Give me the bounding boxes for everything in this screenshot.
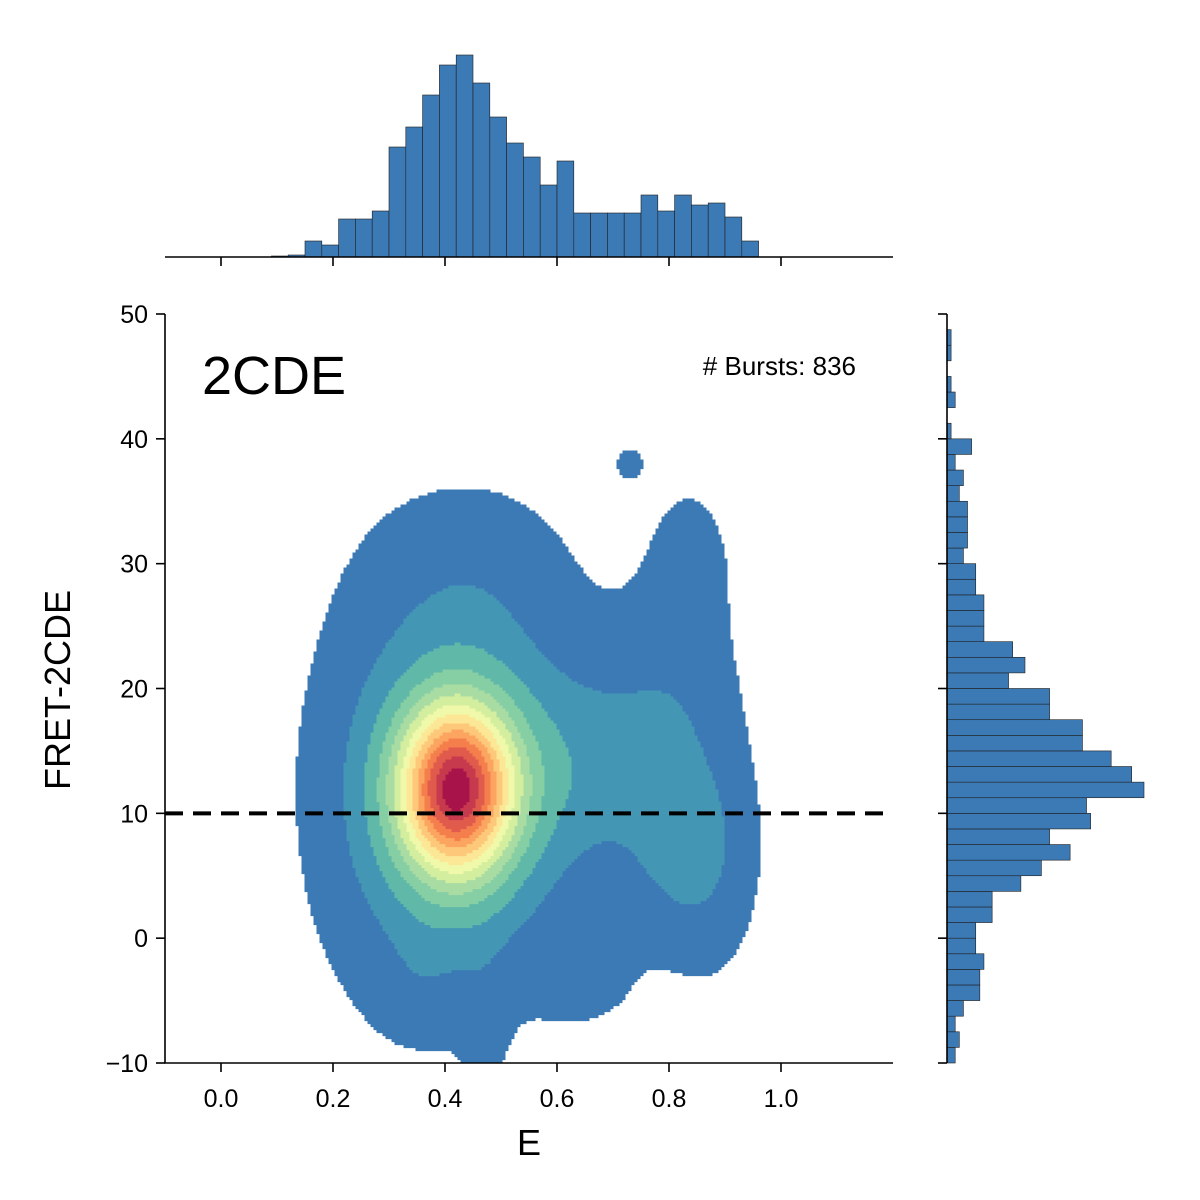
right-histogram-bar (946, 1000, 964, 1017)
right-histogram-bar (946, 641, 1013, 658)
top-histogram-bar (321, 244, 339, 258)
right-histogram-bar (946, 813, 1091, 830)
right-histogram-bar (946, 625, 985, 642)
right-histogram-bar (946, 656, 1026, 674)
right-histogram-bar (946, 766, 1132, 783)
top-histogram-ticks (220, 257, 782, 266)
right-histogram-bar (946, 969, 981, 986)
top-histogram-bar (355, 218, 373, 258)
top-histogram-bar (489, 116, 507, 258)
right-histogram-bar (946, 532, 968, 549)
right-histogram-bar (946, 719, 1083, 736)
top-histogram-bar (371, 210, 390, 258)
right-marginal-histogram (938, 313, 1145, 1064)
top-histogram-bar (573, 212, 591, 258)
right-histogram-bar (946, 797, 1087, 814)
x-tick-label: 0.6 (540, 1085, 575, 1113)
y-tick-label: −10 (106, 1050, 148, 1078)
right-histogram-bar (946, 469, 964, 486)
right-histogram-bar (946, 672, 1009, 689)
right-histogram-bar (946, 563, 977, 580)
right-histogram-bar (946, 1031, 960, 1048)
top-histogram-bar (741, 240, 759, 258)
top-histogram-bar (556, 160, 575, 258)
x-tick-label: 0.0 (204, 1085, 239, 1113)
x-tick-label: 0.2 (316, 1085, 351, 1113)
top-histogram-bar (707, 202, 726, 258)
top-histogram-bar (623, 212, 642, 258)
top-histogram-bar (338, 218, 356, 258)
right-histogram-bar (946, 844, 1071, 861)
right-histogram-bar (946, 906, 993, 923)
right-histogram-bar (946, 1047, 956, 1064)
x-tick-label: 0.8 (652, 1085, 687, 1113)
top-histogram-bar (674, 194, 692, 258)
right-histogram-bar (946, 859, 1042, 877)
main-x-axis-ticks: 0.0 0.2 0.4 0.6 0.8 1.0 (204, 1063, 799, 1113)
kde-contour-level-14 (442, 768, 470, 812)
right-histogram-bar (946, 578, 977, 596)
right-histogram-bar (946, 391, 956, 408)
right-histogram-bar (946, 547, 964, 564)
right-histogram-bar (946, 454, 956, 471)
right-histogram-bar (946, 937, 977, 955)
top-histogram-bar (405, 126, 423, 258)
right-histogram-bar (946, 875, 1022, 892)
top-histogram-bar (472, 82, 491, 258)
right-histogram-bar (946, 688, 1050, 705)
right-histogram-bar (946, 500, 968, 518)
right-histogram-bar (946, 1015, 956, 1033)
burst-count-text: # Bursts: 836 (703, 351, 856, 381)
top-histogram-bar (422, 94, 440, 258)
top-histogram-bar (539, 184, 558, 258)
right-histogram-bar (946, 703, 1050, 721)
right-histogram-ticks (938, 313, 947, 1064)
right-histogram-bar (946, 891, 993, 908)
right-histogram-bars (946, 329, 1145, 1064)
top-histogram-bar (506, 142, 524, 258)
top-histogram-bar (523, 156, 541, 258)
top-histogram-bar (657, 210, 675, 258)
right-histogram-bar (946, 438, 972, 455)
right-histogram-bar (946, 485, 960, 502)
top-histogram-bar (691, 204, 709, 258)
right-histogram-bar (946, 953, 985, 970)
top-histogram-bar (590, 212, 608, 258)
top-histogram-bars (271, 54, 759, 258)
x-tick-label: 1.0 (764, 1085, 799, 1113)
top-histogram-bar (455, 54, 474, 258)
y-axis-label: FRET-2CDE (37, 590, 78, 790)
x-tick-label: 0.4 (428, 1085, 463, 1113)
main-y-axis-ticks: −10 0 10 20 30 40 50 (106, 301, 165, 1078)
right-histogram-bar (946, 735, 1083, 752)
y-tick-label: 50 (120, 301, 148, 329)
y-tick-label: 10 (120, 800, 148, 828)
top-histogram-bar (607, 212, 625, 258)
right-histogram-bar (946, 984, 981, 1001)
top-histogram-bar (388, 146, 407, 258)
right-histogram-bar (946, 828, 1050, 845)
y-tick-label: 20 (120, 676, 148, 704)
right-histogram-bar (946, 781, 1145, 799)
right-histogram-bar (946, 922, 977, 939)
main-kde-plot: 0.0 0.2 0.4 0.6 0.8 1.0 −10 0 10 20 30 40 50 2CDE #… (37, 301, 893, 1163)
y-tick-label: 30 (120, 551, 148, 579)
y-tick-label: 40 (120, 426, 148, 454)
top-histogram-bar (724, 216, 743, 258)
right-histogram-bar (946, 610, 985, 627)
right-histogram-bar (946, 594, 985, 611)
right-histogram-bar (946, 750, 1112, 767)
top-histogram-bar (304, 240, 323, 258)
top-marginal-histogram (165, 54, 893, 266)
kde-density-contours (295, 450, 761, 1063)
annotation-label: 2CDE (202, 346, 346, 406)
right-histogram-bar (946, 516, 968, 533)
x-axis-label: E (517, 1122, 541, 1163)
y-tick-label: 0 (134, 925, 148, 953)
top-histogram-bar (640, 194, 659, 258)
top-histogram-bar (439, 64, 457, 258)
